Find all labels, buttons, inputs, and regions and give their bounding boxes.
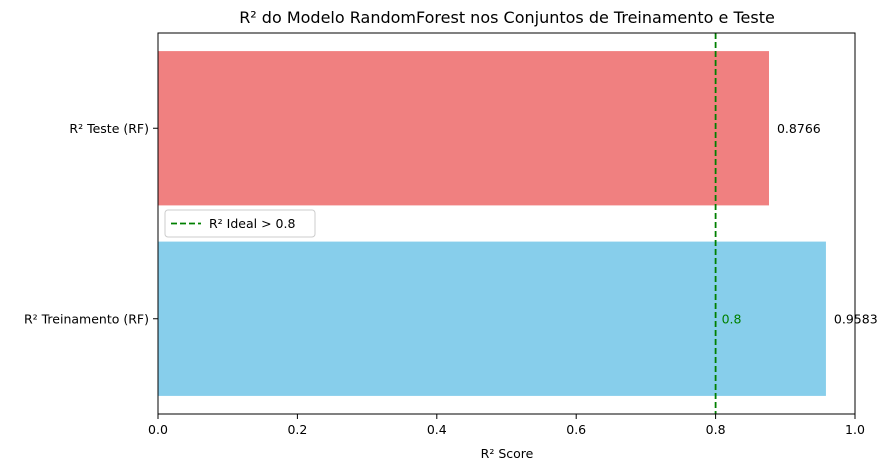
x-tick-label: 0.0 bbox=[148, 422, 168, 437]
chart-title: R² do Modelo RandomForest nos Conjuntos … bbox=[239, 8, 775, 27]
legend: R² Ideal > 0.8 bbox=[164, 209, 316, 238]
x-tick-label: 0.6 bbox=[566, 422, 586, 437]
x-tick-label: 1.0 bbox=[845, 422, 865, 437]
y-tick-label: R² Teste (RF) bbox=[69, 121, 149, 136]
bar-test bbox=[158, 51, 769, 206]
bar-train bbox=[158, 241, 826, 396]
reference-line-label: 0.8 bbox=[722, 311, 742, 326]
x-axis-label: R² Score bbox=[481, 446, 534, 461]
x-tick-label: 0.2 bbox=[287, 422, 307, 437]
bar-value-label: 0.9583 bbox=[834, 311, 878, 326]
plot-area-frame bbox=[157, 32, 856, 415]
legend-box bbox=[164, 209, 316, 238]
x-tick-label: 0.4 bbox=[427, 422, 447, 437]
legend-entry-label: R² Ideal > 0.8 bbox=[209, 216, 295, 231]
x-tick-label: 0.8 bbox=[706, 422, 726, 437]
y-tick-label: R² Treinamento (RF) bbox=[24, 311, 149, 326]
bar-value-label: 0.8766 bbox=[777, 121, 821, 136]
